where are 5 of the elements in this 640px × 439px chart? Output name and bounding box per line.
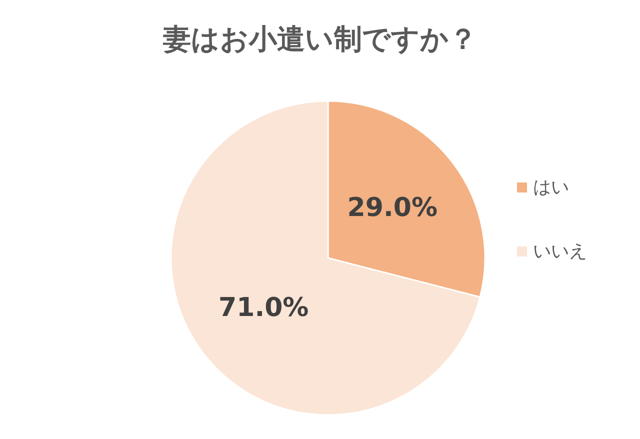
data-label: 29.0%	[347, 193, 438, 224]
data-label: 71.0%	[218, 292, 309, 323]
legend-label: はい	[533, 177, 569, 198]
legend-label: いいえ	[533, 241, 587, 262]
chart-title: 妻はお小遣い制ですか？	[162, 22, 477, 56]
